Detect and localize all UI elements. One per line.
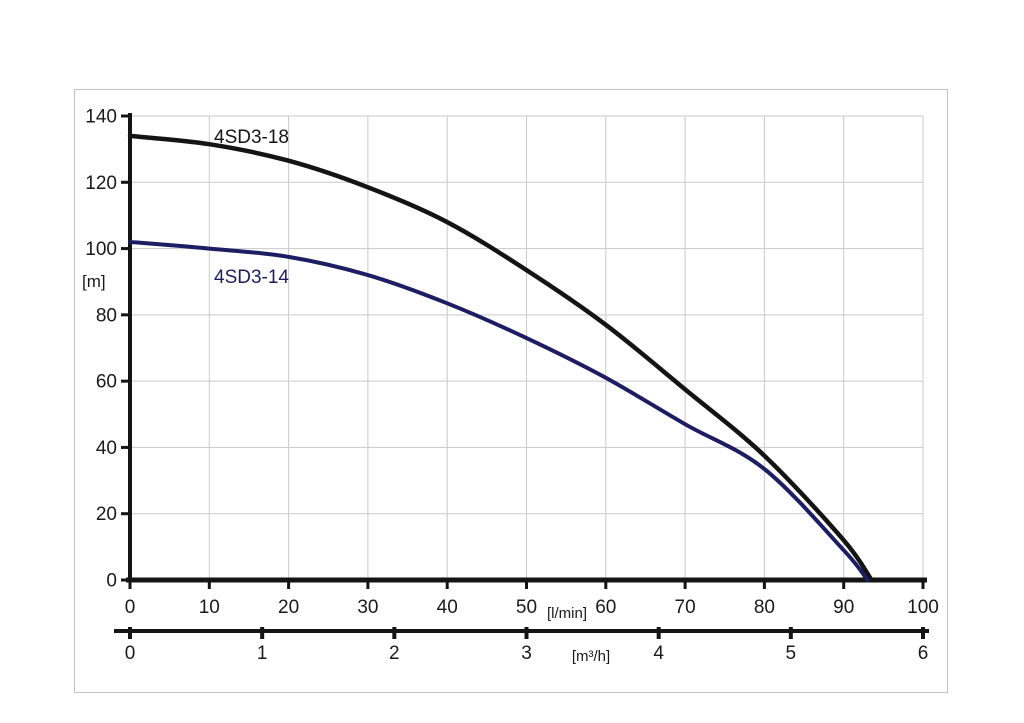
x-secondary-tick-label: 1 <box>257 643 268 664</box>
curve-label-4sd3-14: 4SD3-14 <box>214 267 289 288</box>
y-tick-label: 60 <box>96 372 117 393</box>
x-tick-label: 0 <box>125 597 136 618</box>
x-tick-label: 90 <box>833 597 854 618</box>
y-tick-label: 100 <box>85 239 117 260</box>
x-tick-label: 60 <box>595 597 616 618</box>
x-tick-label: 50 <box>516 597 537 618</box>
curve-layer <box>127 133 874 583</box>
curve-label-4sd3-18: 4SD3-18 <box>214 127 289 148</box>
y-tick-label: 80 <box>96 305 117 326</box>
curve-4sd3-18 <box>127 133 874 583</box>
x-secondary-tick-label: 5 <box>786 643 797 664</box>
curve-4sd3-14 <box>128 239 870 582</box>
x-axis-secondary-unit-label: [m³/h] <box>572 648 610 665</box>
y-tick-label: 0 <box>106 571 117 592</box>
x-tick-label: 80 <box>754 597 775 618</box>
grid-layer <box>130 115 924 580</box>
y-axis-unit-label: [m] <box>82 272 106 291</box>
y-tick-label: 140 <box>85 107 117 128</box>
x-secondary-tick-label: 6 <box>918 643 929 664</box>
x-secondary-tick-label: 4 <box>653 643 664 664</box>
x-secondary-tick-label: 2 <box>389 643 400 664</box>
x-tick-label: 20 <box>278 597 299 618</box>
x-tick-label: 70 <box>675 597 696 618</box>
x-secondary-tick-label: 3 <box>521 643 532 664</box>
x-secondary-tick-label: 0 <box>125 643 136 664</box>
x-tick-label: 30 <box>357 597 378 618</box>
y-tick-label: 40 <box>96 438 117 459</box>
y-tick-label: 20 <box>96 504 117 525</box>
label-layer: 4SD3-18 4SD3-14 [m] [l/min] [m³/h] <box>82 127 610 665</box>
x-tick-label: 40 <box>437 597 458 618</box>
x-tick-label: 100 <box>907 597 939 618</box>
x-axis-primary-unit-label: [l/min] <box>547 605 587 622</box>
chart-frame: 0 20 40 60 80 100 120 140 0 10 20 30 40 50 60 70 80 90 100… <box>74 89 948 693</box>
y-tick-label: 120 <box>85 173 117 194</box>
x-tick-label: 10 <box>199 597 220 618</box>
